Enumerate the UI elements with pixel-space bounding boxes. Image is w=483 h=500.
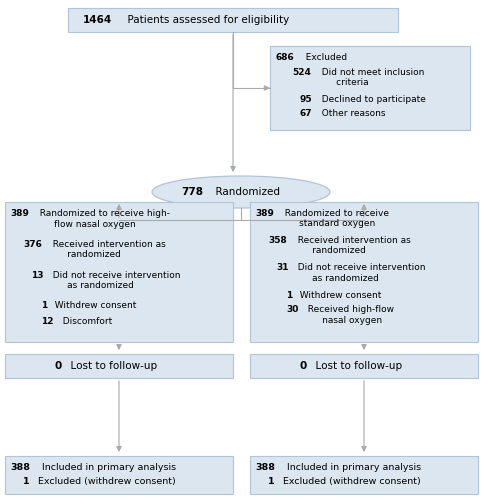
Text: 778: 778 xyxy=(181,187,203,197)
Text: 1464: 1464 xyxy=(83,15,112,25)
Text: Received high-flow
       nasal oxygen: Received high-flow nasal oxygen xyxy=(302,306,394,325)
FancyBboxPatch shape xyxy=(270,46,470,130)
Text: 524: 524 xyxy=(292,68,311,76)
Text: Lost to follow-up: Lost to follow-up xyxy=(64,361,156,371)
Text: Did not receive intervention
       as randomized: Did not receive intervention as randomiz… xyxy=(292,264,426,283)
Text: 389: 389 xyxy=(255,208,274,218)
Text: 1: 1 xyxy=(268,477,275,486)
Text: Included in primary analysis: Included in primary analysis xyxy=(36,462,176,471)
Text: Randomized: Randomized xyxy=(210,187,281,197)
Text: Randomized to receive
       standard oxygen: Randomized to receive standard oxygen xyxy=(279,208,389,228)
Text: 13: 13 xyxy=(31,270,43,280)
Text: Received intervention as
       randomized: Received intervention as randomized xyxy=(47,240,166,260)
Ellipse shape xyxy=(152,176,330,208)
Text: Excluded (withdrew consent): Excluded (withdrew consent) xyxy=(277,477,420,486)
Text: 358: 358 xyxy=(268,236,287,245)
Text: 0: 0 xyxy=(299,361,307,371)
Text: 686: 686 xyxy=(276,53,295,62)
FancyBboxPatch shape xyxy=(250,456,478,494)
Text: 388: 388 xyxy=(10,462,30,471)
Text: Did not meet inclusion
       criteria: Did not meet inclusion criteria xyxy=(316,68,425,87)
Text: Did not receive intervention
       as randomized: Did not receive intervention as randomiz… xyxy=(47,270,181,290)
FancyBboxPatch shape xyxy=(250,202,478,342)
FancyBboxPatch shape xyxy=(250,354,478,378)
Text: 1: 1 xyxy=(41,301,47,310)
Text: Patients assessed for eligibility: Patients assessed for eligibility xyxy=(121,15,289,25)
Text: Lost to follow-up: Lost to follow-up xyxy=(309,361,402,371)
Text: Other reasons: Other reasons xyxy=(316,109,386,118)
Text: Excluded: Excluded xyxy=(300,53,347,62)
Text: Included in primary analysis: Included in primary analysis xyxy=(281,462,421,471)
Text: 95: 95 xyxy=(300,94,313,104)
FancyBboxPatch shape xyxy=(5,202,233,342)
Text: Excluded (withdrew consent): Excluded (withdrew consent) xyxy=(31,477,175,486)
Text: 31: 31 xyxy=(276,264,288,272)
Text: Received intervention as
       randomized: Received intervention as randomized xyxy=(292,236,411,256)
Text: 67: 67 xyxy=(300,109,313,118)
FancyBboxPatch shape xyxy=(68,8,398,32)
Text: 389: 389 xyxy=(10,210,29,218)
Text: 1: 1 xyxy=(286,291,292,300)
Text: 1: 1 xyxy=(23,477,29,486)
Text: 12: 12 xyxy=(41,318,54,326)
Text: 376: 376 xyxy=(23,240,42,249)
Text: Randomized to receive high-
       flow nasal oxygen: Randomized to receive high- flow nasal o… xyxy=(34,210,170,229)
Text: Withdrew consent: Withdrew consent xyxy=(294,291,382,300)
Text: Declined to participate: Declined to participate xyxy=(316,94,426,104)
Text: 30: 30 xyxy=(286,306,298,314)
Text: 388: 388 xyxy=(255,462,275,471)
FancyBboxPatch shape xyxy=(5,456,233,494)
Text: Discomfort: Discomfort xyxy=(57,318,113,326)
Text: 0: 0 xyxy=(54,361,61,371)
FancyBboxPatch shape xyxy=(5,354,233,378)
Text: Withdrew consent: Withdrew consent xyxy=(49,301,136,310)
